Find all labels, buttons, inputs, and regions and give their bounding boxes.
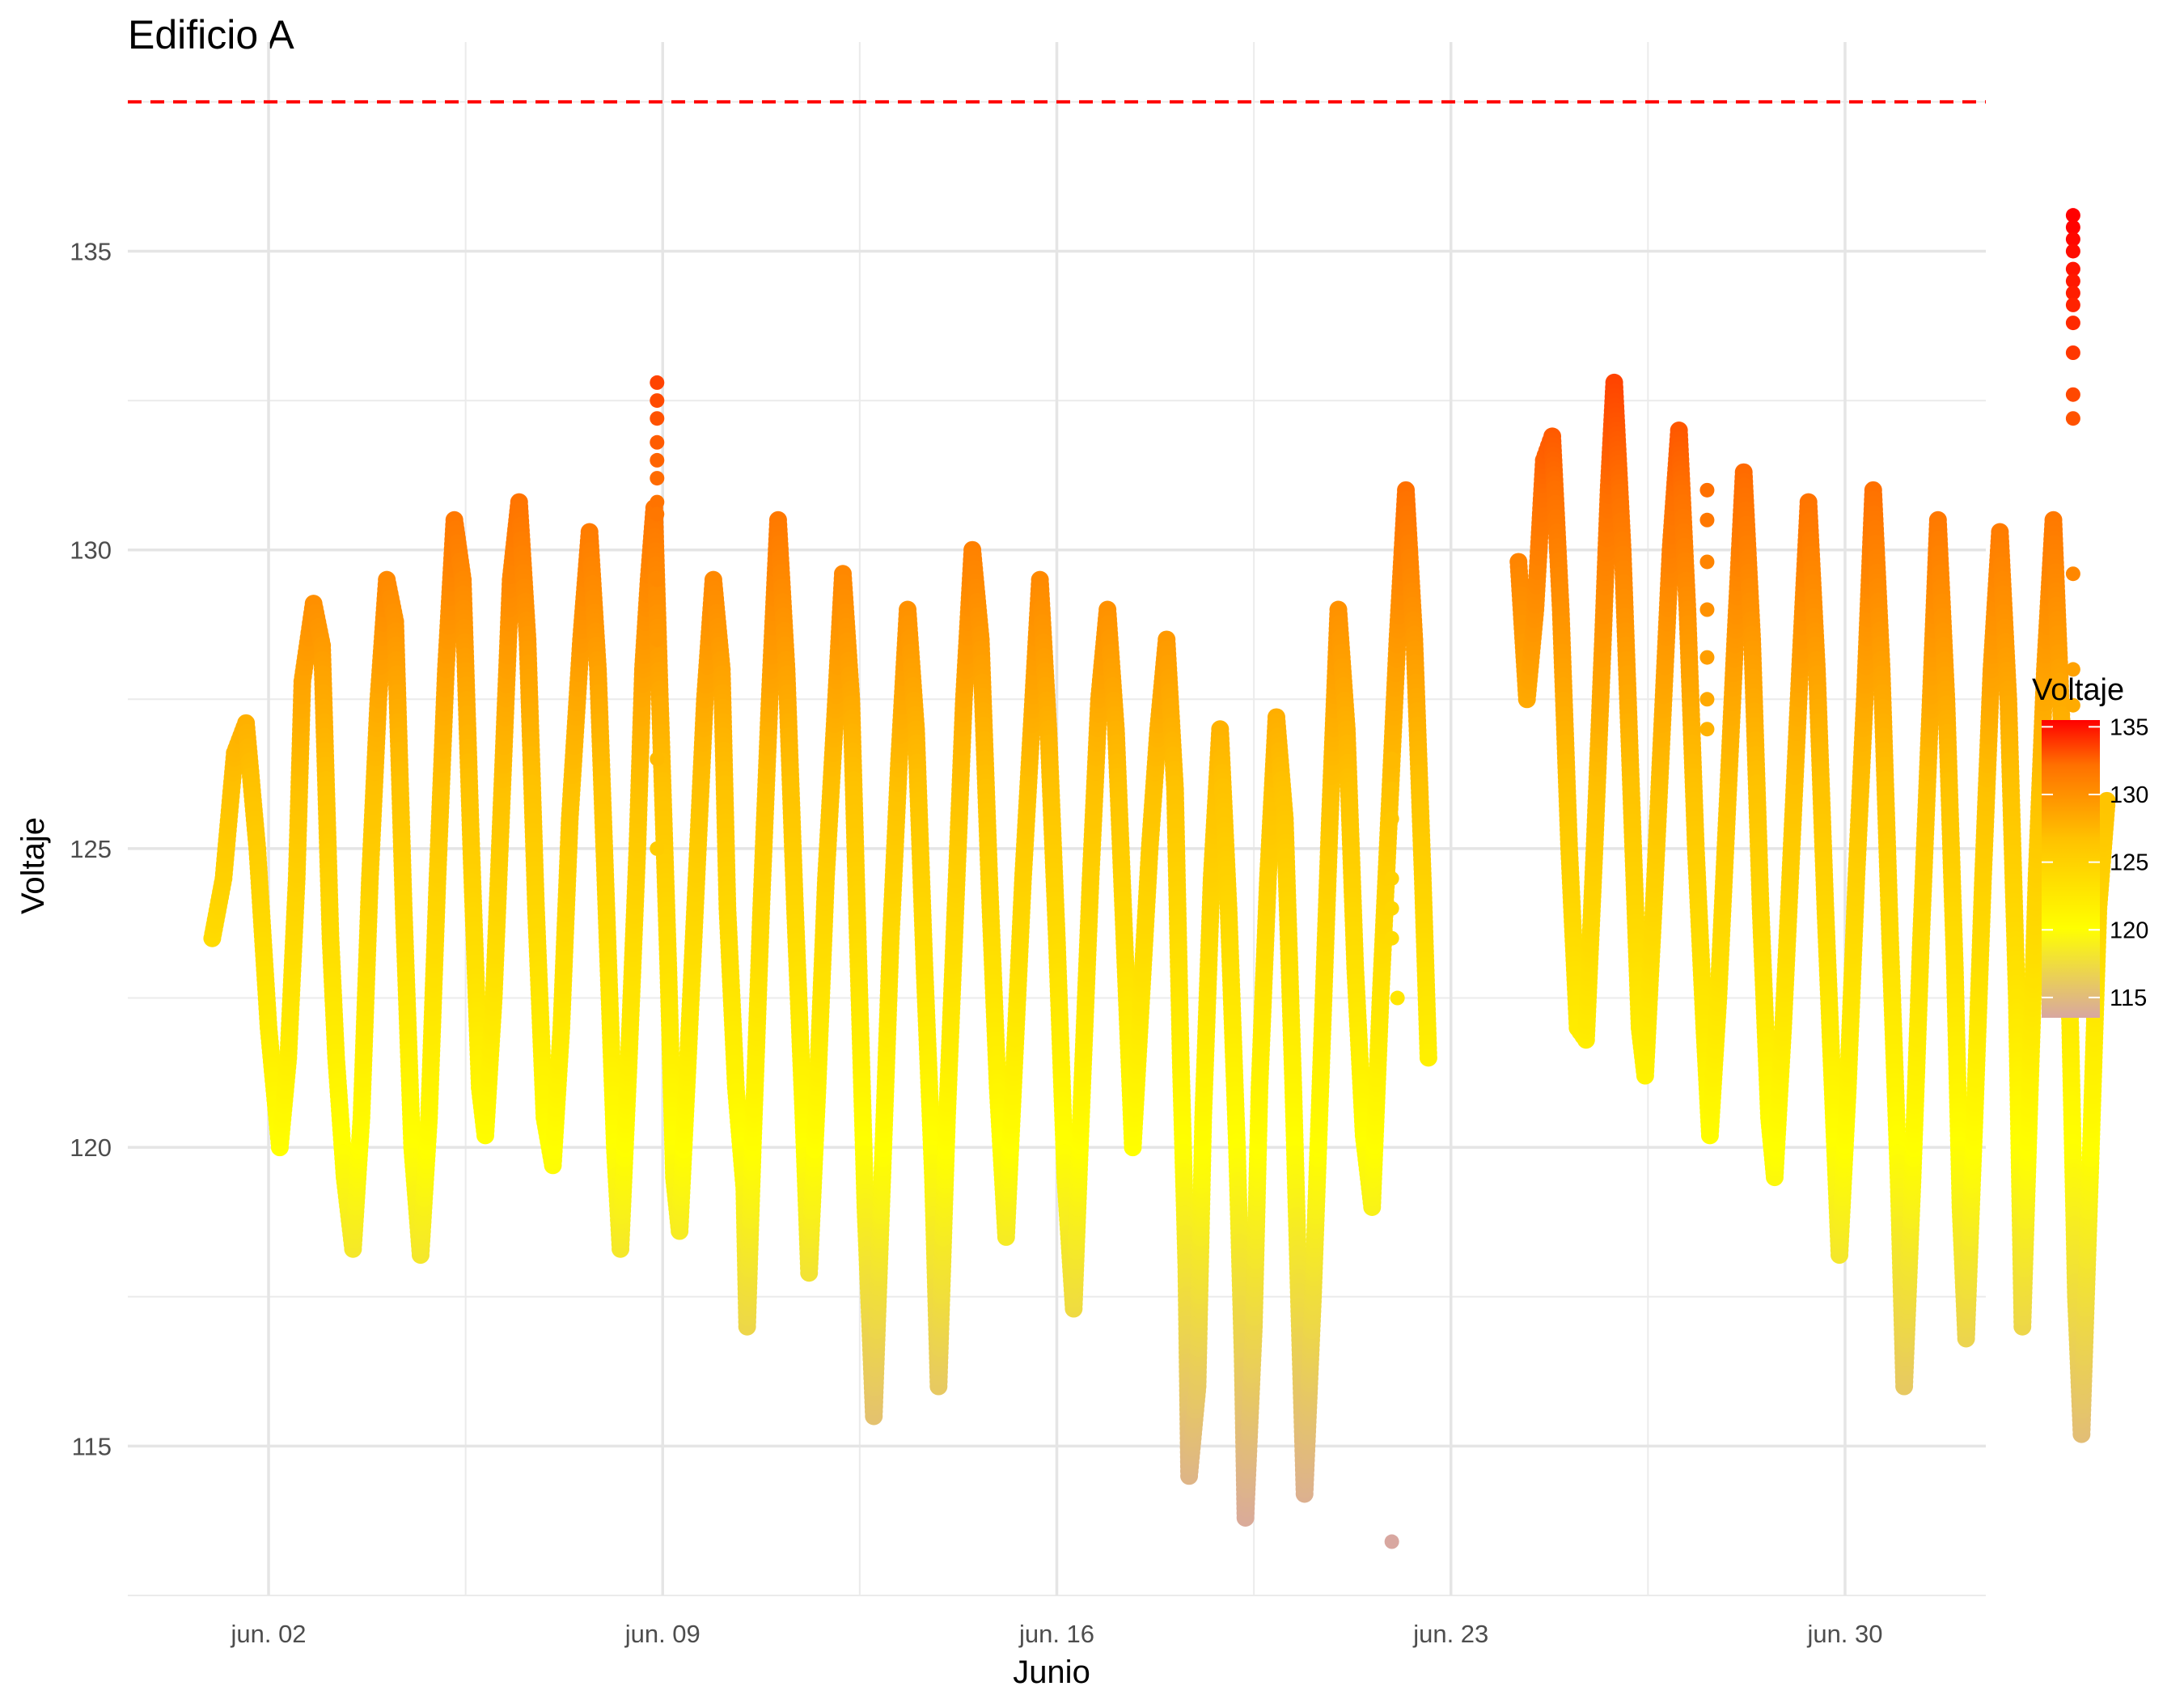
data-points: [203, 208, 2116, 1549]
grid-major: [128, 42, 1986, 1595]
chart-title: Edificio A: [128, 12, 294, 57]
